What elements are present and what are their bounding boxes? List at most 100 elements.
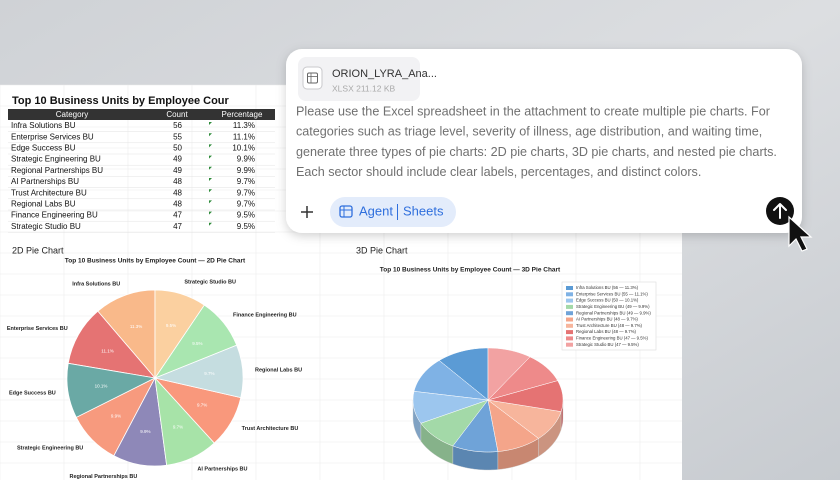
count-cell: 47	[173, 222, 182, 231]
header-cell: Category	[56, 110, 88, 119]
count-cell: 48	[173, 200, 182, 209]
legend-swatch	[566, 330, 573, 335]
file-icon	[302, 66, 323, 90]
slice-label: Regional Partnerships BU	[69, 474, 137, 480]
attachment-chip[interactable]	[298, 57, 420, 101]
add-button[interactable]	[301, 206, 313, 218]
slice-label: AI Partnerships BU	[197, 466, 247, 472]
legend-entry: Strategic Studio BU (47 — 9.5%)	[576, 342, 639, 347]
legend-entry: Regional Labs BU (48 — 9.7%)	[576, 329, 637, 334]
slice-label: Enterprise Services BU	[7, 326, 68, 332]
count-cell: 49	[173, 155, 182, 164]
slice-label: Regional Labs BU	[255, 368, 302, 374]
header-cell: Count	[166, 110, 188, 119]
percentage-cell: 9.7%	[237, 200, 255, 209]
legend-swatch	[566, 317, 573, 322]
category-cell: Regional Partnerships BU	[11, 166, 103, 175]
send-icon	[773, 203, 787, 219]
slice-label: Strategic Studio BU	[184, 280, 236, 286]
slice-label: Finance Engineering BU	[233, 312, 297, 318]
percentage-cell: 9.5%	[237, 222, 255, 231]
slice-percent: 9.7%	[173, 425, 183, 430]
category-cell: Enterprise Services BU	[11, 132, 94, 141]
count-cell: 48	[173, 177, 182, 186]
table-header	[8, 109, 275, 120]
legend-swatch	[566, 298, 573, 303]
percentage-cell: 9.7%	[237, 177, 255, 186]
slice-percent: 9.5%	[192, 341, 202, 346]
legend-swatch	[566, 304, 573, 309]
legend-entry: AI Partnerships BU (48 — 9.7%)	[576, 317, 638, 322]
percentage-cell: 9.9%	[237, 166, 255, 175]
agent-button[interactable]	[330, 197, 456, 227]
pie-slice	[420, 399, 489, 447]
legend-entry: Enterprise Services BU (55 — 11.1%)	[576, 291, 648, 296]
legend-box	[561, 281, 657, 351]
legend-entry: Finance Engineering BU (47 — 9.5%)	[576, 336, 648, 341]
category-cell: Trust Architecture BU	[11, 188, 87, 197]
percentage-cell: 10.1%	[232, 144, 255, 153]
cell-flag	[209, 211, 212, 215]
pie-slice	[452, 399, 499, 453]
legend-entry: Edge Success BU (50 — 10.1%)	[576, 298, 639, 303]
agent-mode: Sheets	[403, 203, 444, 218]
sheet-title: Top 10 Business Units by Employee Cour	[12, 95, 230, 107]
pie-slice	[487, 399, 539, 452]
section-label: 2D Pie Chart	[12, 245, 64, 255]
slice-percent: 9.7%	[197, 403, 207, 408]
pie-slice	[413, 360, 489, 401]
legend-entry: Trust Architecture BU (48 — 9.7%)	[576, 323, 643, 328]
percentage-cell: 11.3%	[233, 121, 255, 130]
cell-flag	[209, 144, 212, 148]
category-cell: Strategic Engineering BU	[11, 155, 101, 164]
count-cell: 55	[173, 132, 182, 141]
cell-flag	[209, 122, 212, 125]
percentage-cell: 9.5%	[237, 211, 255, 220]
percentage-cell: 11.1%	[233, 132, 255, 141]
cell-flag	[209, 133, 212, 137]
cell-flag	[209, 155, 212, 159]
count-cell: 50	[173, 144, 182, 153]
pie-3d	[412, 347, 564, 471]
pie-slice	[438, 347, 489, 401]
prompt-line: Each sector should include clear labels,…	[296, 165, 701, 179]
pie-slice	[487, 356, 558, 401]
prompt: Please use the Excel spreadsheet in the …	[296, 104, 777, 179]
pie-slice	[487, 380, 564, 412]
chart-title: Top 10 Business Units by Employee Count …	[65, 258, 246, 265]
legend-swatch	[566, 311, 573, 316]
count-cell: 49	[173, 166, 182, 175]
legend-entry: Regional Partnerships BU (49 — 9.9%)	[576, 310, 651, 315]
slice-percent: 9.7%	[204, 371, 214, 376]
pie-slice	[487, 347, 531, 401]
count-cell: 48	[173, 188, 182, 197]
legend-swatch	[566, 286, 573, 290]
slice-percent: 9.5%	[166, 323, 176, 328]
percentage-cell: 9.7%	[237, 188, 255, 197]
count-cell: 56	[173, 121, 182, 130]
prompt-line: categories such as triage level, severit…	[296, 125, 762, 139]
prompt-line: generate three types of pie charts: 2D p…	[296, 145, 777, 159]
table-body: Infra Solutions BU 56 11.3% Enterprise Serv…	[8, 121, 275, 233]
legend-swatch	[566, 292, 573, 297]
legend-entry: Infra Solutions BU (56 — 11.3%)	[576, 285, 639, 290]
pie-2d: Infra Solutions BU 11.3% Enterprise Servic…	[7, 280, 302, 480]
category-cell: Edge Success BU	[11, 144, 76, 153]
cell-flag	[209, 178, 212, 181]
attachment-meta: XLSX 211.12 KB	[332, 83, 395, 93]
cell-flag	[209, 200, 212, 204]
pie-slice	[487, 399, 562, 439]
slice-label: Infra Solutions BU	[72, 281, 120, 287]
slice-label: Edge Success BU	[9, 390, 56, 396]
cell-flag	[209, 222, 212, 226]
cell-flag	[209, 166, 212, 170]
category-cell: Regional Labs BU	[11, 200, 76, 209]
sheet-icon	[339, 205, 353, 218]
legend-swatch	[566, 323, 573, 328]
slice-percent: 9.9%	[140, 429, 150, 434]
legend-swatch	[566, 336, 573, 341]
slice-percent: 9.9%	[111, 413, 121, 418]
section-label: 3D Pie Chart	[356, 245, 408, 255]
